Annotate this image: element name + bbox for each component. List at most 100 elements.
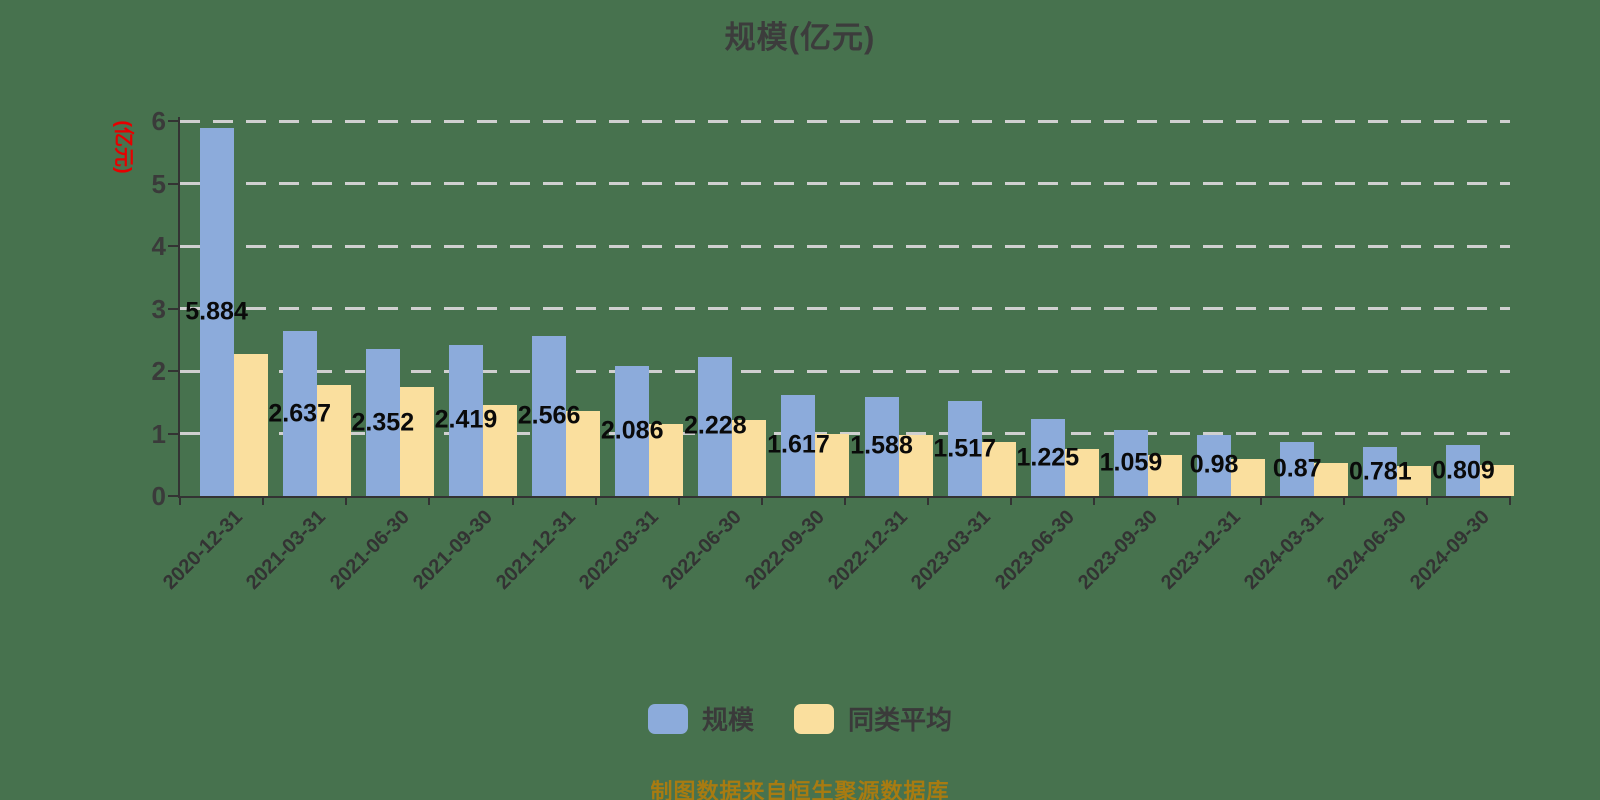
legend: 规模 同类平均 xyxy=(0,700,1600,737)
legend-item-category-average[interactable]: 同类平均 xyxy=(794,700,952,737)
bar-value-label-2023-06-30: 1.225 xyxy=(1016,443,1080,472)
bar-value-label-2024-09-30: 0.809 xyxy=(1432,456,1495,485)
bar-category-average-2021-12-31 xyxy=(566,411,601,496)
bar-value-label-2022-03-31: 2.086 xyxy=(600,416,664,445)
x-axis-label-2023-03-31: 2023-03-31 xyxy=(907,506,996,594)
x-axis-tick-4 xyxy=(511,496,514,505)
y-axis-tick-label-1: 1 xyxy=(151,418,166,449)
x-axis-tick-0 xyxy=(179,496,181,505)
bar-value-label-2023-09-30: 1.059 xyxy=(1099,448,1163,477)
bar-scale-2021-06-30 xyxy=(365,349,400,496)
bar-category-average-2021-06-30 xyxy=(399,387,434,496)
x-axis-label-2023-09-30: 2023-09-30 xyxy=(1073,506,1162,594)
bar-value-label-2022-12-31: 1.588 xyxy=(850,431,913,460)
x-axis-label-2022-03-31: 2022-03-31 xyxy=(574,506,663,594)
bar-value-label-2023-12-31: 0.98 xyxy=(1189,450,1239,479)
bar-value-label-2023-03-31: 1.517 xyxy=(933,434,996,463)
x-axis-tick-3 xyxy=(428,496,431,505)
bar-category-average-2024-03-31 xyxy=(1314,462,1349,496)
bar-scale-2022-06-30 xyxy=(698,356,733,496)
bar-scale-2024-03-31 xyxy=(1280,441,1315,496)
bar-category-average-2023-03-31 xyxy=(981,441,1016,496)
bar-scale-2021-03-31 xyxy=(282,331,317,496)
x-axis-tick-9 xyxy=(927,496,930,505)
x-axis-tick-2 xyxy=(345,496,348,505)
legend-item-scale[interactable]: 规模 xyxy=(647,700,754,737)
bar-category-average-2022-03-31 xyxy=(649,423,684,496)
bar-value-label-2021-09-30: 2.419 xyxy=(434,405,498,434)
bar-value-label-2021-06-30: 2.352 xyxy=(351,408,415,436)
x-axis-label-2022-12-31: 2022-12-31 xyxy=(824,506,913,594)
x-axis-label-2022-06-30: 2022-06-30 xyxy=(657,506,746,594)
bar-value-label-2021-12-31: 2.566 xyxy=(517,401,581,430)
x-axis-tick-10 xyxy=(1010,496,1013,505)
x-axis-label-2022-09-30: 2022-09-30 xyxy=(741,506,829,594)
y-axis-tick-3 xyxy=(168,307,180,310)
y-axis-tick-6 xyxy=(168,120,180,122)
bar-scale-2020-12-31 xyxy=(199,128,234,496)
bar-category-average-2024-06-30 xyxy=(1397,466,1432,496)
legend-swatch-category-average xyxy=(794,703,834,734)
bar-scale-2024-09-30 xyxy=(1446,445,1481,496)
bar-scale-2023-06-30 xyxy=(1030,419,1065,496)
x-axis-label-2024-03-31: 2024-03-31 xyxy=(1239,506,1328,594)
x-axis-tick-1 xyxy=(262,496,265,505)
y-axis-tick-label-6: 6 xyxy=(151,106,166,136)
y-axis-line xyxy=(178,117,180,498)
bar-category-average-2021-09-30 xyxy=(482,404,517,496)
x-axis-label-2021-09-30: 2021-09-30 xyxy=(408,506,497,594)
chart-title: 规模(亿元) xyxy=(724,20,876,55)
bar-value-label-2022-09-30: 1.617 xyxy=(767,430,830,459)
bar-category-average-2021-03-31 xyxy=(316,384,351,496)
x-axis-label-2021-12-31: 2021-12-31 xyxy=(491,506,580,594)
legend-label-scale: 规模 xyxy=(701,705,754,735)
y-axis-tick-label-4: 4 xyxy=(151,231,166,261)
footer-data-source-note: 制图数据来自恒生聚源数据库 xyxy=(650,779,950,800)
bar-category-average-2022-12-31 xyxy=(898,434,933,496)
x-axis-label-2023-12-31: 2023-12-31 xyxy=(1156,506,1245,594)
bar-scale-2024-06-30 xyxy=(1363,447,1398,496)
x-axis-label-2021-03-31: 2021-03-31 xyxy=(242,506,331,594)
bar-value-label-2020-12-31: 5.884 xyxy=(185,297,248,326)
gridline-y-4 xyxy=(180,244,1510,248)
bar-category-average-2023-06-30 xyxy=(1064,448,1099,496)
legend-swatch-scale xyxy=(647,703,688,734)
x-axis-tick-16 xyxy=(1509,496,1511,505)
y-axis-tick-2 xyxy=(168,370,180,372)
bar-category-average-2023-09-30 xyxy=(1147,454,1182,496)
bar-scale-2022-03-31 xyxy=(615,365,650,496)
bar-category-average-2020-12-31 xyxy=(233,354,268,496)
gridline-y-5 xyxy=(180,182,1510,185)
bar-scale-2023-12-31 xyxy=(1197,434,1232,496)
bar-category-average-2022-06-30 xyxy=(732,419,767,496)
bar-scale-2021-09-30 xyxy=(448,344,483,496)
bar-value-label-2024-06-30: 0.781 xyxy=(1349,457,1412,486)
x-axis-tick-14 xyxy=(1342,496,1345,505)
y-axis-tick-label-5: 5 xyxy=(151,168,166,199)
bar-value-label-2024-03-31: 0.87 xyxy=(1272,454,1322,483)
bar-scale-2022-09-30 xyxy=(781,394,816,496)
x-axis-tick-6 xyxy=(677,496,680,505)
x-axis-tick-5 xyxy=(594,496,597,505)
y-axis-tick-0 xyxy=(168,495,180,497)
y-axis-tick-1 xyxy=(168,432,180,435)
bar-value-label-2022-06-30: 2.228 xyxy=(684,411,747,440)
y-axis-tick-label-0: 0 xyxy=(151,481,166,511)
bar-scale-2023-09-30 xyxy=(1113,429,1148,496)
bar-scale-2021-12-31 xyxy=(532,335,567,496)
gridline-y-2 xyxy=(180,369,1510,373)
bar-value-label-2021-03-31: 2.637 xyxy=(268,399,331,428)
y-axis-tick-4 xyxy=(168,245,180,247)
x-axis-label-2024-06-30: 2024-06-30 xyxy=(1322,506,1411,594)
gridline-y-3 xyxy=(180,307,1510,310)
x-axis-label-2021-06-30: 2021-06-30 xyxy=(325,506,414,594)
y-axis-tick-5 xyxy=(168,182,180,185)
x-axis-tick-11 xyxy=(1093,496,1096,505)
legend-label-category-average: 同类平均 xyxy=(848,705,953,735)
x-axis-tick-13 xyxy=(1259,496,1262,505)
x-axis-label-2020-12-31: 2020-12-31 xyxy=(159,506,248,594)
bar-category-average-2022-09-30 xyxy=(815,433,850,496)
gridline-y-6 xyxy=(180,119,1510,123)
y-axis-tick-label-3: 3 xyxy=(151,293,166,324)
